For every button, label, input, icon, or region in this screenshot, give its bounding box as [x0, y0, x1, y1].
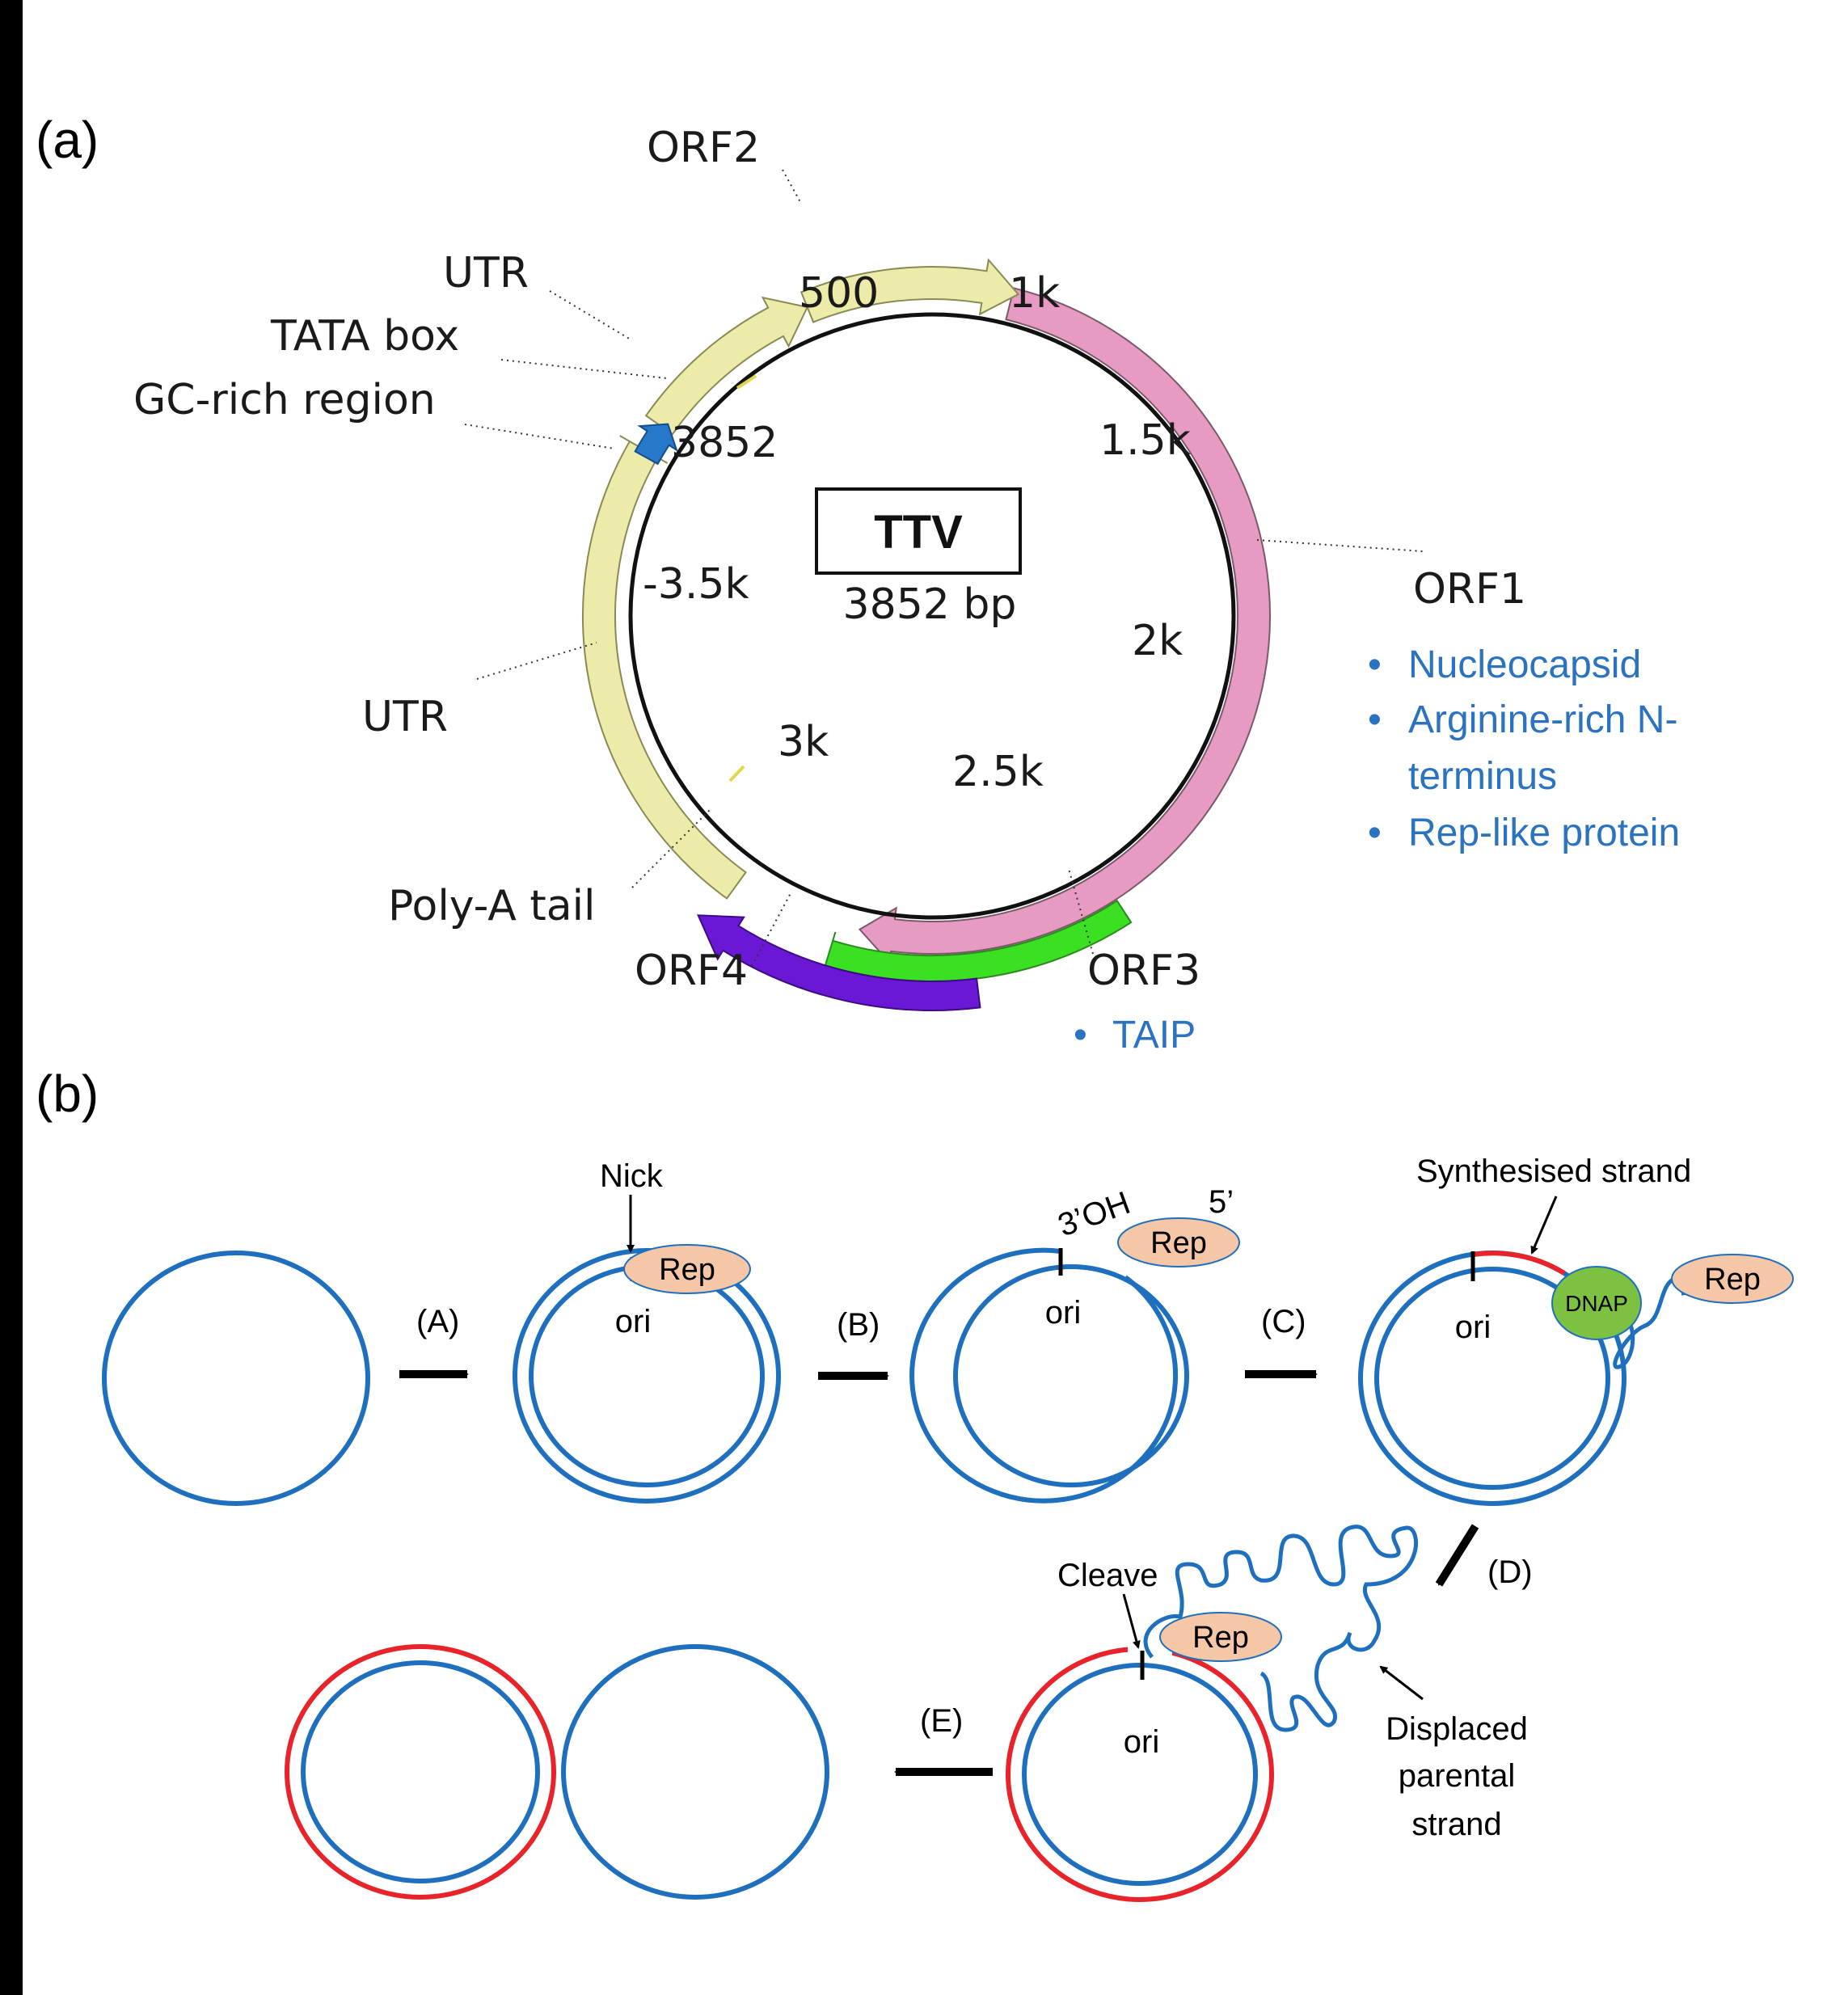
- panel-b-label: (b): [36, 1065, 99, 1123]
- outer-strand-nicked: [909, 1247, 1179, 1504]
- bullet: •: [1074, 1014, 1087, 1057]
- ori-label: ori: [1124, 1724, 1159, 1760]
- synthesised-arrow: [1530, 1196, 1558, 1255]
- five-prime-label: 5’: [1209, 1184, 1234, 1220]
- orf1-leader: [1256, 539, 1424, 552]
- displaced-parental-strand: [1143, 1525, 1418, 1732]
- utr-bottom-leader: [476, 642, 597, 680]
- orf4-leader: [751, 892, 791, 967]
- displaced-label-1: Displaced: [1386, 1711, 1528, 1747]
- orf2-label: ORF2: [647, 124, 760, 172]
- gc-rich-region-marker: [634, 423, 678, 466]
- rep-protein: [1159, 1612, 1282, 1662]
- cleave-arrow: [1122, 1593, 1141, 1649]
- rep-protein: [1117, 1217, 1240, 1267]
- orf3-note-taip: TAIP: [1112, 1014, 1196, 1057]
- tata-leader: [500, 359, 668, 379]
- bullet: •: [1368, 698, 1382, 741]
- rep-protein: [623, 1244, 751, 1294]
- utr-top-arrow: [644, 296, 809, 436]
- utr-top-label: UTR: [443, 249, 529, 297]
- step-e-label: (E): [920, 1703, 963, 1739]
- step-c-label: (C): [1261, 1304, 1306, 1339]
- orf3-leader: [1068, 868, 1094, 955]
- tick-1k: 1k: [1009, 269, 1060, 318]
- step-d-label: (D): [1487, 1554, 1533, 1590]
- orf1-note-terminus: terminus: [1408, 755, 1557, 798]
- ssdna-genome: [102, 1251, 370, 1506]
- orf1-notes: • Nucleocapsid • Arginine-rich N- termin…: [1368, 643, 1680, 854]
- genome-name: TTV: [874, 506, 963, 559]
- utr-bottom-arrow: [582, 435, 747, 900]
- orf4-label: ORF4: [635, 947, 748, 995]
- orf1-label: ORF1: [1413, 565, 1526, 614]
- synthesised-strand: [1472, 1251, 1566, 1276]
- rep-protein: [1671, 1254, 1794, 1304]
- template-circle: [1022, 1663, 1258, 1886]
- tick-2-5k: 2.5k: [952, 748, 1044, 796]
- ori-label: ori: [1455, 1310, 1491, 1345]
- gc-rich-region-label: GC-rich region: [133, 376, 436, 424]
- utr-bottom-label: UTR: [362, 693, 448, 741]
- step-b-label: (B): [837, 1307, 880, 1343]
- replication-products: [285, 1644, 829, 1900]
- poly-a-marker: [728, 765, 745, 782]
- orf1-note-rep-like: Rep-like protein: [1408, 812, 1680, 854]
- ori-label: ori: [615, 1304, 651, 1339]
- genome-name-box: [815, 487, 1022, 575]
- rep-label: Rep: [1192, 1621, 1249, 1655]
- displaced-label-3: strand: [1411, 1807, 1501, 1842]
- tata-box-marker: [736, 374, 757, 390]
- orf3-label: ORF3: [1087, 947, 1200, 995]
- inner-strand: [529, 1264, 765, 1487]
- displaced-label-2: parental: [1399, 1758, 1516, 1794]
- panel-a-label: (a): [36, 111, 99, 169]
- inner-strand: [953, 1264, 1189, 1487]
- dsdna-product-outer: [285, 1644, 556, 1900]
- ori-label: ori: [1045, 1295, 1081, 1331]
- tick-3-5k: -3.5k: [643, 560, 749, 609]
- tick-3k: 3k: [778, 718, 829, 766]
- rolling-circle-elongation: DNAP Rep Synthesised strand ori: [1358, 1154, 1794, 1506]
- bullet: •: [1368, 812, 1382, 854]
- bullet: •: [1368, 643, 1382, 686]
- cleavage-intermediate: Rep Cleave ori Displaced parental strand: [1006, 1525, 1528, 1902]
- inner-strand: [1374, 1267, 1610, 1490]
- rep-label: Rep: [659, 1253, 715, 1287]
- orf2-leader: [782, 169, 801, 203]
- rep-label: Rep: [1150, 1226, 1207, 1260]
- step-d-arrow: [1435, 1524, 1479, 1587]
- orf4-arrow: [697, 914, 981, 1011]
- orf2-arrow: [800, 258, 1020, 323]
- genome-length: 3852 bp: [843, 580, 1017, 629]
- orf1-note-arginine: Arginine-rich N-: [1408, 698, 1677, 741]
- tata-box-label: TATA box: [270, 312, 459, 361]
- orf1-note-nucleocapsid: Nucleocapsid: [1408, 643, 1641, 686]
- tick-3852: 3852: [671, 419, 778, 467]
- tick-2k: 2k: [1132, 617, 1183, 665]
- dnap-label: DNAP: [1565, 1291, 1628, 1316]
- genome-backbone: [628, 312, 1236, 920]
- utr-top-leader: [549, 290, 631, 340]
- displaced-arrow: [1379, 1665, 1424, 1701]
- tick-500: 500: [799, 269, 879, 318]
- left-edge-bar: [0, 0, 23, 1995]
- nick-label: Nick: [600, 1158, 664, 1194]
- new-strand-circle: [1006, 1647, 1274, 1902]
- orf3-arrow: [821, 899, 1133, 982]
- dsdna-intermediate: Nick Rep ori: [513, 1158, 781, 1504]
- step-a-label: (A): [416, 1304, 459, 1339]
- dsdna-product-inner: [301, 1660, 540, 1883]
- dnap-polymerase: [1551, 1266, 1642, 1340]
- nicked-intermediate: Rep 3’OH 5’ ori: [909, 1184, 1240, 1504]
- synthesised-strand-label: Synthesised strand: [1416, 1154, 1691, 1189]
- ssdna-product: [561, 1644, 829, 1900]
- cleave-label: Cleave: [1057, 1558, 1158, 1593]
- tick-1-5k: 1.5k: [1099, 416, 1191, 465]
- rep-label: Rep: [1704, 1263, 1761, 1297]
- gc-leader: [464, 424, 615, 449]
- poly-a-label: Poly-A tail: [388, 882, 596, 930]
